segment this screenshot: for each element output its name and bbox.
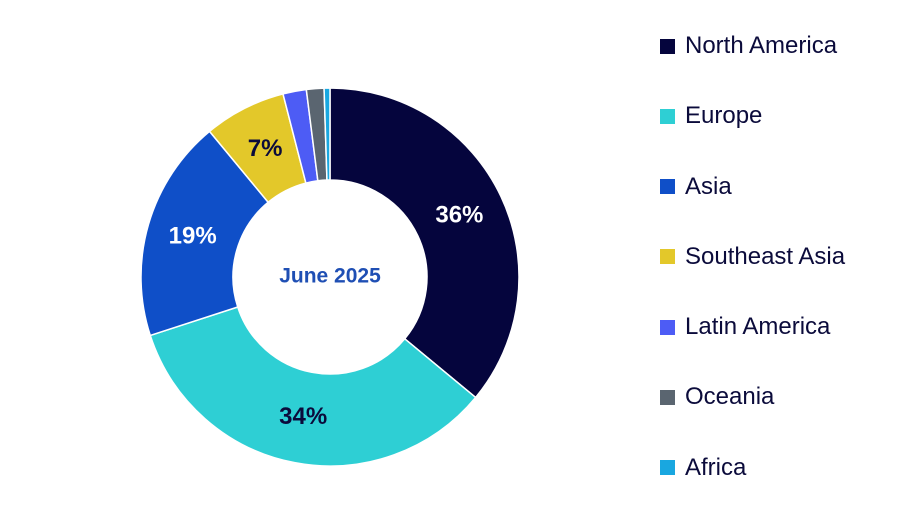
legend-item-oceania: Oceania <box>660 379 900 415</box>
legend-item-latin-america: Latin America <box>660 309 900 345</box>
legend-item-europe: Europe <box>660 98 900 134</box>
legend-item-southeast-asia: Southeast Asia <box>660 239 900 275</box>
legend-label-europe: Europe <box>685 102 763 130</box>
legend-swatch-africa <box>660 460 675 476</box>
legend-swatch-asia <box>660 179 675 195</box>
chart-legend: North America Europe Asia Southeast Asia Lat… <box>660 28 900 520</box>
chart-center-label: June 2025 <box>279 265 381 288</box>
slice-africa <box>323 87 331 181</box>
legend-swatch-europe <box>660 108 675 124</box>
legend-swatch-latin-america <box>660 319 675 335</box>
legend-item-north-america: North America <box>660 28 900 64</box>
legend-swatch-north-america <box>660 38 675 54</box>
legend-label-north-america: North America <box>685 32 838 59</box>
slice-asia <box>140 130 270 337</box>
slice-europe <box>149 306 477 467</box>
legend-swatch-southeast-asia <box>660 249 675 265</box>
legend-label-africa: Africa <box>685 453 747 481</box>
data-label-southeast-asia: 7% <box>248 135 283 162</box>
legend-label-latin-america: Latin America <box>685 313 831 341</box>
legend-item-asia: Asia <box>660 169 900 205</box>
legend-label-asia: Asia <box>685 172 732 200</box>
legend-label-oceania: Oceania <box>685 383 775 411</box>
legend-swatch-oceania <box>660 389 675 405</box>
data-label-asia: 19% <box>169 222 217 249</box>
slice-north-america <box>329 87 520 399</box>
legend-label-southeast-asia: Southeast Asia <box>685 242 846 270</box>
data-label-north-america: 36% <box>435 201 483 228</box>
legend-item-africa: Africa <box>660 450 900 486</box>
data-label-europe: 34% <box>279 403 327 430</box>
